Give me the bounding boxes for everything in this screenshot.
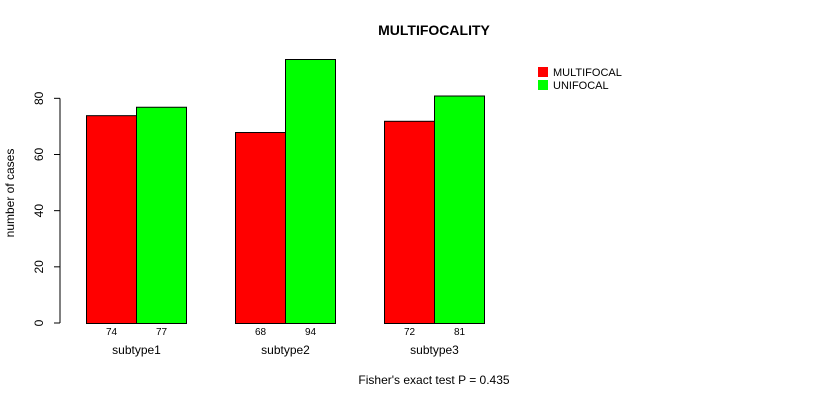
category-labels: subtype1 subtype2 subtype3 [112,343,459,357]
bars [86,59,485,325]
bar-multifocal-subtype1 [86,115,137,324]
bar-value-label: 74 [106,327,118,338]
y-axis: 0 20 40 60 80 [32,91,61,326]
y-tick-label: 60 [32,147,46,161]
category-label: subtype2 [261,343,310,357]
bar-value-label: 77 [156,327,168,338]
category-label: subtype3 [410,343,459,357]
y-tick-label: 20 [32,260,46,274]
y-tick-label: 80 [32,91,46,105]
legend-swatch-unifocal [538,80,548,90]
bar-value-label: 72 [404,327,416,338]
legend-label-unifocal: UNIFOCAL [553,80,609,92]
y-tick-label: 40 [32,204,46,218]
bar-value-label: 68 [255,327,267,338]
y-tick-label: 0 [32,319,46,326]
bar-unifocal-subtype1 [136,106,187,325]
chart-title: MULTIFOCALITY [378,22,490,38]
legend-label-multifocal: MULTIFOCAL [553,67,622,79]
bar-multifocal-subtype3 [384,120,435,324]
y-axis-label: number of cases [3,149,17,238]
bar-unifocal-subtype3 [434,95,485,324]
fisher-test-annotation: Fisher's exact test P = 0.435 [358,373,509,387]
bar-value-labels: 74 77 68 94 72 81 [106,327,466,338]
bar-unifocal-subtype2 [285,59,336,324]
bar-value-label: 81 [454,327,466,338]
bar-value-label: 94 [305,327,317,338]
legend-swatch-multifocal [538,67,548,77]
category-label: subtype1 [112,343,161,357]
bar-multifocal-subtype2 [235,132,286,324]
